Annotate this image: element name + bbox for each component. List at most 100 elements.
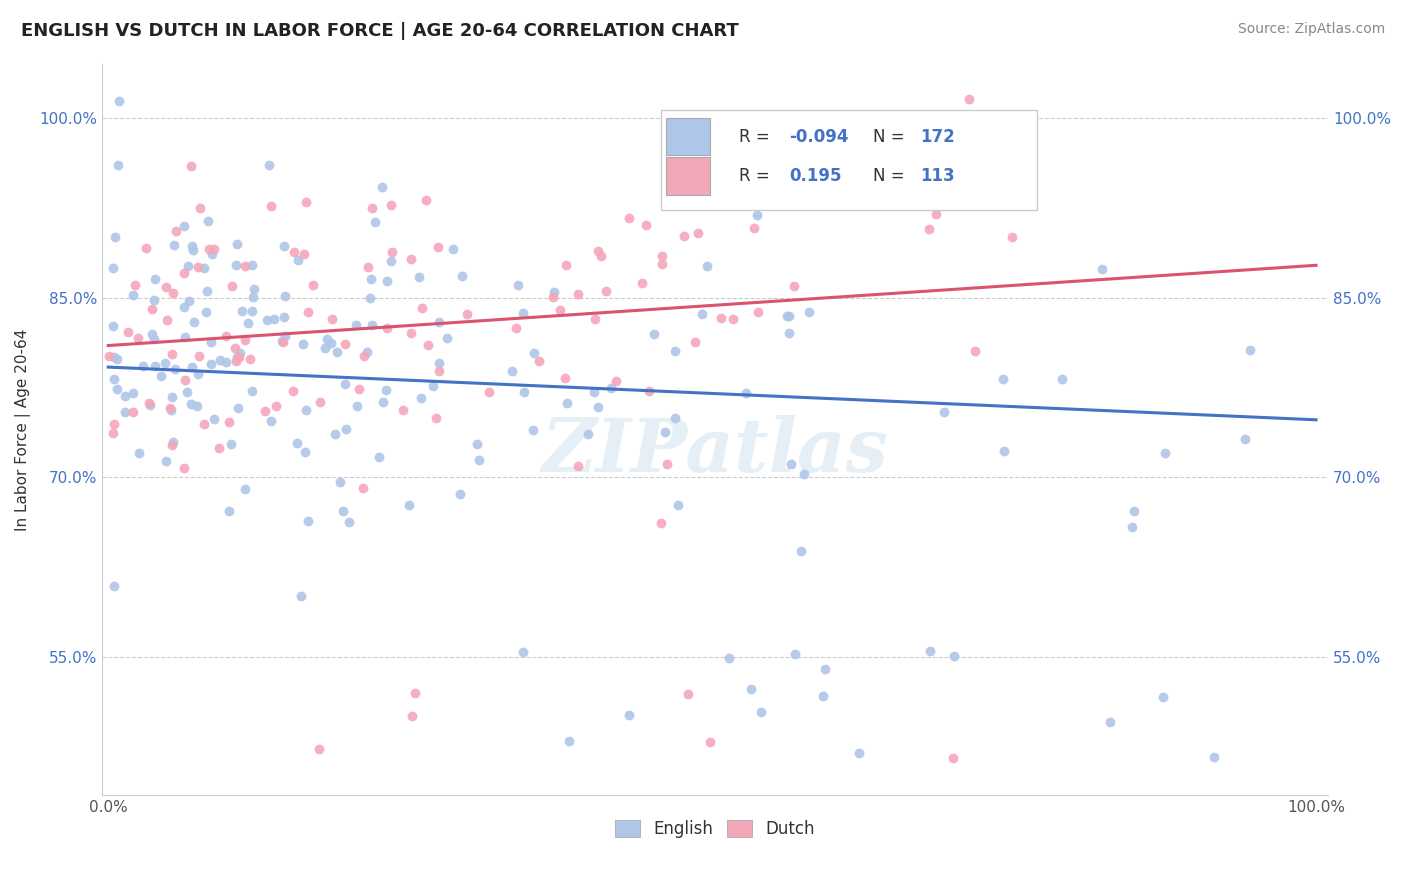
Point <box>513 384 536 399</box>
Point <box>153 356 176 370</box>
Point <box>749 705 772 719</box>
Point <box>195 304 218 318</box>
Point <box>174 330 197 344</box>
Point <box>344 318 367 332</box>
Point <box>631 277 654 291</box>
Point <box>690 307 713 321</box>
Point <box>214 328 236 343</box>
Point <box>163 238 186 252</box>
Point <box>314 341 336 355</box>
Point <box>783 279 806 293</box>
Point <box>918 222 941 236</box>
Point <box>150 368 173 383</box>
Point <box>427 240 450 254</box>
Point <box>155 454 177 468</box>
Point <box>1121 519 1143 533</box>
Point <box>141 327 163 342</box>
Point <box>165 224 187 238</box>
Point <box>617 708 640 723</box>
Point <box>335 337 357 351</box>
Point <box>143 359 166 373</box>
Text: R =: R = <box>740 167 775 185</box>
Point <box>361 201 384 215</box>
Point <box>696 259 718 273</box>
Text: Source: ZipAtlas.com: Source: ZipAtlas.com <box>1237 22 1385 37</box>
Point <box>271 335 294 350</box>
Point <box>295 403 318 417</box>
Point <box>200 357 222 371</box>
Point <box>243 282 266 296</box>
Point <box>114 389 136 403</box>
Point <box>643 326 665 341</box>
Point <box>554 370 576 384</box>
Point <box>181 239 204 253</box>
Point <box>543 285 565 300</box>
Point <box>201 247 224 261</box>
Point <box>233 482 256 496</box>
Point <box>308 741 330 756</box>
Point <box>326 344 349 359</box>
Point <box>717 651 740 665</box>
Point <box>229 345 252 359</box>
Point <box>143 272 166 286</box>
Point <box>375 274 398 288</box>
Point <box>294 445 316 459</box>
Point <box>523 346 546 360</box>
Point <box>848 746 870 760</box>
Point <box>183 315 205 329</box>
Point <box>465 437 488 451</box>
Text: N =: N = <box>873 128 910 145</box>
Point <box>401 709 423 723</box>
Point <box>778 326 800 340</box>
Point <box>114 405 136 419</box>
Point <box>586 244 609 259</box>
Point <box>813 689 835 703</box>
Point <box>259 158 281 172</box>
Y-axis label: In Labor Force | Age 20-64: In Labor Force | Age 20-64 <box>15 328 31 531</box>
Point <box>356 345 378 359</box>
Point <box>588 400 610 414</box>
Point <box>177 260 200 274</box>
Point <box>806 174 828 188</box>
Point <box>195 284 218 298</box>
Point <box>332 504 354 518</box>
Point <box>993 444 1015 458</box>
Point <box>789 543 811 558</box>
Point <box>225 258 247 272</box>
Point <box>375 383 398 397</box>
Point <box>163 362 186 376</box>
Point <box>422 378 444 392</box>
Point <box>283 244 305 259</box>
Point <box>637 384 659 399</box>
Point <box>527 354 550 368</box>
Point <box>582 384 605 399</box>
Point <box>292 247 315 261</box>
Point <box>673 228 696 243</box>
Point <box>143 293 166 307</box>
Point <box>308 394 330 409</box>
Point <box>240 304 263 318</box>
Point <box>1239 343 1261 358</box>
Point <box>107 94 129 108</box>
Point <box>346 399 368 413</box>
Point <box>364 215 387 229</box>
Point <box>657 457 679 471</box>
Point <box>259 414 281 428</box>
Point <box>793 467 815 481</box>
Point <box>200 334 222 349</box>
Point <box>778 310 800 324</box>
Point <box>1099 715 1122 730</box>
Text: 0.195: 0.195 <box>789 167 842 185</box>
Point <box>103 579 125 593</box>
Point <box>436 330 458 344</box>
Point <box>576 426 599 441</box>
Point <box>104 230 127 244</box>
Point <box>567 286 589 301</box>
Point <box>505 320 527 334</box>
Point <box>302 278 325 293</box>
Point <box>218 504 240 518</box>
Point <box>219 436 242 450</box>
Point <box>156 313 179 327</box>
Point <box>512 645 534 659</box>
Point <box>776 310 799 324</box>
